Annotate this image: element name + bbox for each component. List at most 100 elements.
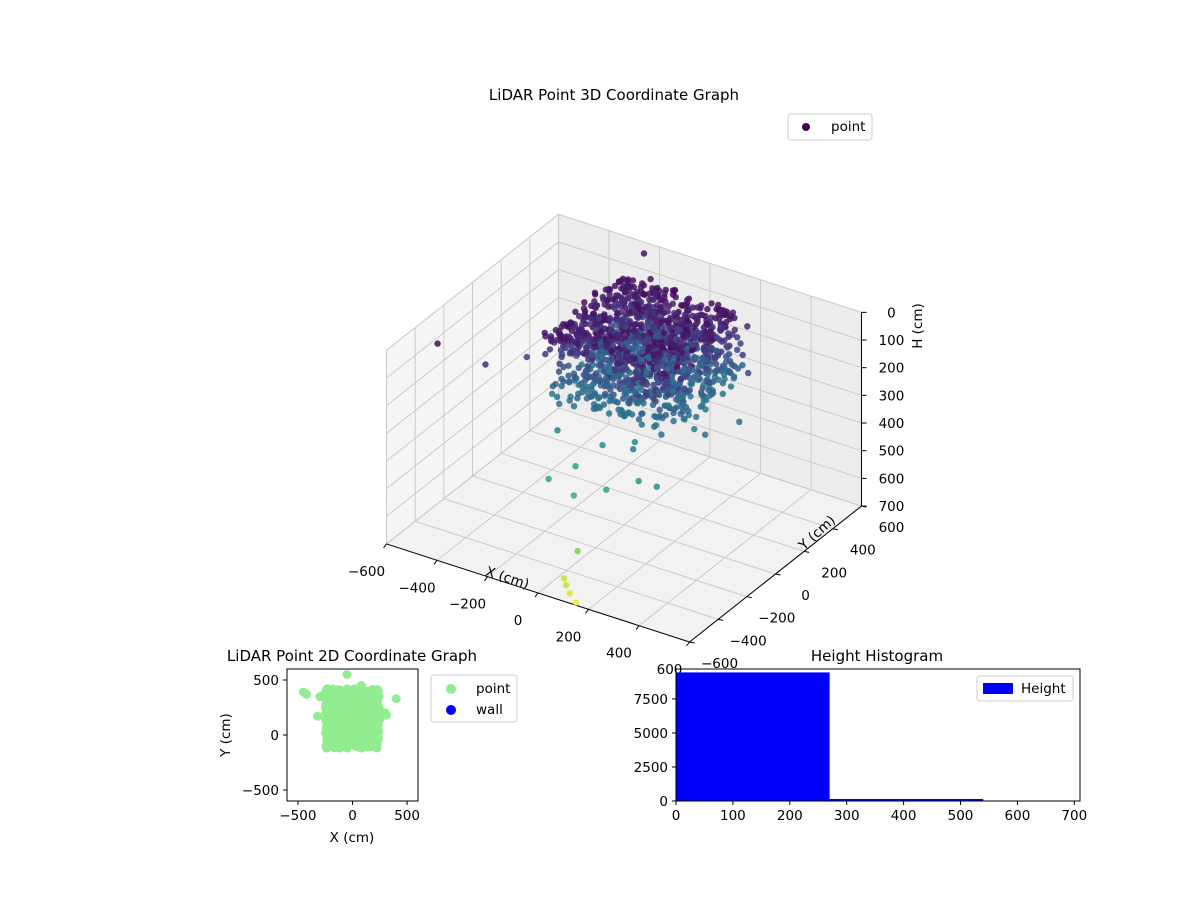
point-2d-marker	[391, 694, 401, 704]
points-2d-group	[298, 670, 401, 753]
point-3d-marker	[575, 381, 582, 388]
point-3d-marker	[604, 297, 611, 304]
point-3d-marker	[656, 406, 663, 414]
point-3d-marker	[703, 321, 711, 328]
x-tick-label-3d: −200	[449, 597, 486, 613]
point-3d-marker	[684, 317, 691, 325]
point-3d-marker	[592, 321, 599, 328]
point-3d-marker	[616, 385, 624, 393]
point-3d-marker	[598, 361, 605, 368]
histogram-bars-group	[676, 672, 1080, 802]
point-3d-marker	[620, 300, 628, 307]
y-tick-3d	[804, 550, 810, 553]
point-3d-marker	[706, 367, 713, 375]
point-3d-marker	[558, 375, 565, 383]
histogram-title: Height Histogram	[811, 647, 943, 665]
point-3d-marker	[553, 336, 560, 344]
point-3d-marker	[665, 319, 672, 327]
point-3d-marker	[602, 348, 610, 356]
x-tick-label-hist: 0	[672, 808, 681, 824]
point-3d-marker	[555, 368, 563, 375]
point-3d-marker	[650, 296, 657, 303]
point-3d-marker	[630, 376, 637, 383]
point-3d-marker	[649, 401, 657, 409]
point-3d-marker	[640, 290, 647, 298]
point-3d-marker	[614, 399, 621, 406]
point-3d-marker	[482, 361, 489, 368]
point-2d-marker	[331, 705, 340, 715]
point-3d-marker	[589, 338, 596, 345]
point-3d-marker	[595, 395, 602, 402]
point-3d-marker	[657, 338, 665, 345]
point-2d-marker	[351, 739, 361, 749]
point-3d-marker	[567, 319, 575, 327]
point-3d-marker	[712, 369, 719, 376]
point-3d-marker	[665, 402, 672, 409]
point-2d-marker	[313, 711, 323, 721]
point-3d-marker	[693, 372, 701, 379]
point-3d-marker	[708, 300, 715, 307]
point-3d-marker	[617, 355, 624, 362]
y-tick-label-hist: 2500	[634, 760, 668, 776]
point-3d-marker	[578, 389, 586, 396]
point-3d-marker	[546, 346, 554, 353]
point-2d-marker	[322, 735, 332, 745]
point-2d-marker	[355, 703, 365, 713]
point-3d-marker	[635, 344, 642, 351]
point-3d-marker	[693, 413, 700, 421]
point-3d-marker	[681, 373, 688, 381]
point-3d-marker	[560, 575, 568, 582]
point-2d-marker	[345, 702, 355, 712]
y-tick-3d	[746, 596, 752, 599]
point-3d-marker	[434, 340, 441, 347]
point-3d-marker	[558, 323, 565, 331]
point-3d-marker	[576, 313, 583, 320]
point-3d-marker	[597, 382, 605, 389]
x-tick-label-2d: 500	[394, 808, 420, 824]
x-tick-3d	[534, 592, 539, 598]
grid-z-left	[386, 407, 559, 545]
point-3d-marker	[672, 320, 679, 327]
point-3d-marker	[606, 315, 614, 322]
point-3d-marker	[697, 403, 704, 410]
grid-z-left	[386, 269, 559, 406]
x-tick-3d	[635, 625, 640, 630]
point-3d-marker	[638, 338, 645, 345]
point-3d-marker	[622, 288, 629, 296]
point-3d-marker	[679, 401, 686, 408]
point-3d-marker	[572, 308, 579, 315]
point-3d-marker	[716, 311, 723, 318]
point-3d-marker	[626, 369, 634, 376]
point-3d-marker	[679, 355, 686, 362]
point-3d-marker	[719, 323, 726, 330]
point-3d-marker	[702, 431, 709, 438]
point-2d-marker	[381, 710, 391, 720]
legend-histogram-swatch	[983, 683, 1013, 694]
point-3d-marker	[542, 350, 549, 358]
legend-2d-marker-wall	[446, 705, 456, 715]
point-3d-marker	[650, 396, 657, 403]
point-3d-marker	[669, 388, 677, 395]
point-3d-marker	[592, 370, 600, 377]
y-tick-label-3d: 0	[801, 588, 810, 604]
point-3d-marker	[720, 366, 727, 373]
point-3d-marker	[571, 373, 579, 381]
grid-z-back	[558, 213, 862, 313]
point-3d-marker	[620, 395, 627, 402]
legend-2d-label-wall: wall	[476, 702, 503, 718]
point-3d-marker	[626, 357, 633, 364]
point-3d-marker	[632, 334, 639, 341]
y-axis-label-2d: Y (cm)	[218, 713, 234, 758]
point-3d-marker	[706, 392, 713, 399]
point-3d-marker	[599, 441, 606, 449]
y-tick-label-3d: −600	[701, 656, 738, 672]
grid-z-left	[386, 296, 559, 434]
point-3d-marker	[699, 311, 706, 319]
point-3d-marker	[589, 310, 597, 318]
grid-z-back	[558, 407, 862, 507]
height-histogram-chart: Height Histogram 0 100 200 300 400 500 600 7000…	[634, 647, 1088, 824]
point-3d-marker	[646, 290, 653, 297]
point-3d-marker	[642, 324, 649, 331]
point-3d-marker	[638, 421, 645, 428]
point-3d-marker	[632, 328, 639, 335]
